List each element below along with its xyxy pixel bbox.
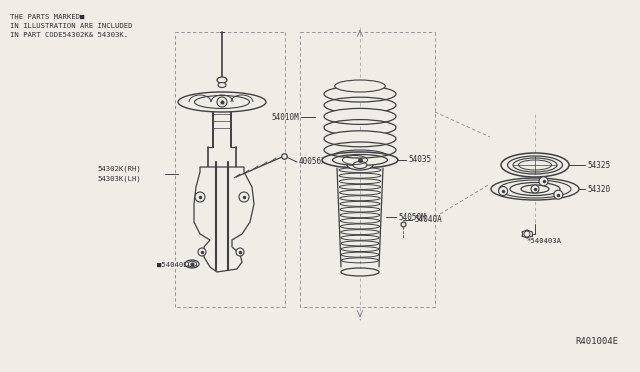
Text: R401004E: R401004E [575,337,618,346]
Circle shape [239,192,249,202]
Text: IN PART CODE54302K& 54303K.: IN PART CODE54302K& 54303K. [10,32,128,38]
Circle shape [198,248,206,256]
Ellipse shape [217,77,227,83]
Text: 54040A: 54040A [414,215,442,224]
Ellipse shape [333,154,387,166]
Ellipse shape [341,268,379,276]
Circle shape [217,97,227,107]
Ellipse shape [501,153,569,177]
Ellipse shape [324,131,396,147]
Text: 54302K(RH): 54302K(RH) [97,166,141,172]
Ellipse shape [218,83,226,87]
Ellipse shape [322,152,398,168]
Ellipse shape [491,178,579,200]
Polygon shape [194,167,254,272]
Circle shape [236,248,244,256]
Ellipse shape [333,150,387,162]
Ellipse shape [521,185,549,193]
Circle shape [539,177,548,186]
Ellipse shape [185,260,199,268]
Text: 40056X: 40056X [299,157,327,167]
Text: 54035: 54035 [408,155,431,164]
Ellipse shape [324,86,396,102]
Circle shape [524,231,530,237]
Ellipse shape [178,92,266,112]
Circle shape [499,187,508,196]
Text: 54050M: 54050M [398,212,426,221]
Text: 54303K(LH): 54303K(LH) [97,176,141,182]
Text: 54320: 54320 [587,185,610,193]
Ellipse shape [513,158,557,172]
Text: 54010M: 54010M [271,112,299,122]
Circle shape [195,192,205,202]
Ellipse shape [335,80,385,92]
Text: IN ILLUSTRATION ARE INCLUDED: IN ILLUSTRATION ARE INCLUDED [10,23,132,29]
Ellipse shape [195,96,250,109]
Ellipse shape [499,180,571,198]
Ellipse shape [347,160,373,170]
Ellipse shape [353,161,367,169]
Ellipse shape [518,160,552,170]
Ellipse shape [510,183,560,196]
Text: ■54040B: ■54040B [157,262,188,268]
Text: *540403A: *540403A [526,238,561,244]
Ellipse shape [508,156,563,174]
Circle shape [531,185,539,193]
Text: THE PARTS MARKED■: THE PARTS MARKED■ [10,14,84,20]
Ellipse shape [324,108,396,124]
Text: 54325: 54325 [587,160,610,170]
Circle shape [554,190,563,199]
